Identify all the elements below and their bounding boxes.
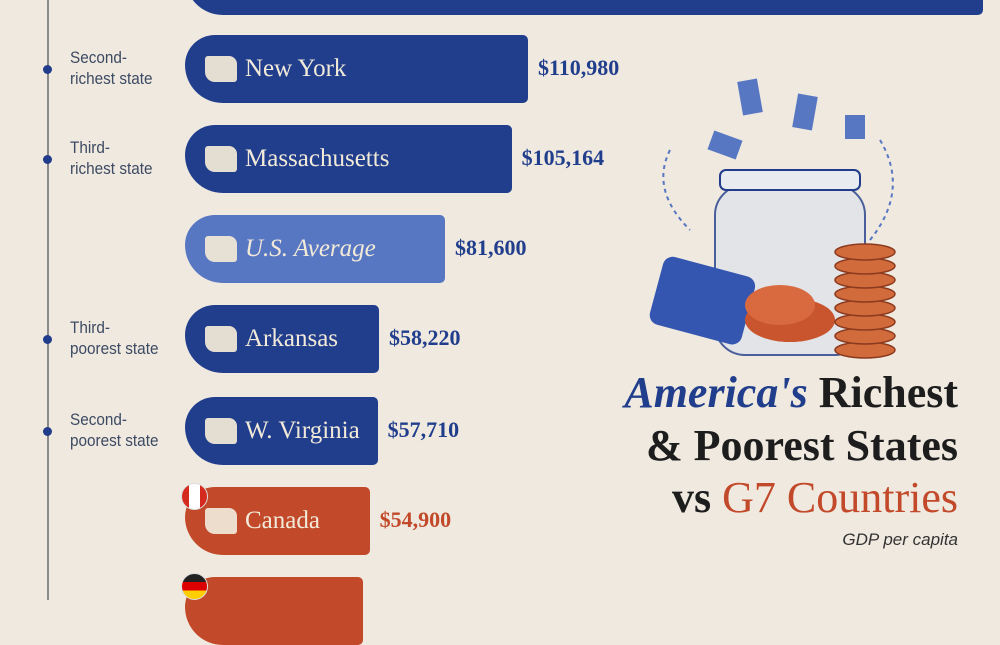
bar: [185, 0, 983, 15]
value-label: $81,600: [455, 235, 527, 260]
category-label: Second-poorest state: [70, 410, 159, 450]
bar-label: W. Virginia: [245, 417, 360, 444]
bar: Arkansas: [185, 305, 379, 373]
title-g7: G7 Countries: [722, 473, 958, 522]
bar-label: Canada: [245, 507, 320, 534]
bar-label: U.S. Average: [245, 235, 376, 262]
canada-flag-icon: [181, 483, 208, 510]
state-map-icon: [205, 56, 237, 82]
money-jar-illustration: [630, 70, 930, 360]
title-line-1: America's Richest: [624, 367, 958, 418]
germany-flag-icon: [181, 573, 208, 600]
value-label: $110,980: [538, 55, 620, 80]
title-line-3: vs G7 Countries: [672, 472, 958, 523]
bar: New York: [185, 35, 528, 103]
state-map-icon: [205, 418, 237, 444]
state-map-icon: [205, 236, 237, 262]
value-label: $58,220: [389, 325, 461, 350]
country-map-icon: [205, 508, 237, 534]
title-line-2: & Poorest States: [646, 421, 958, 470]
axis-dot: [43, 155, 52, 164]
category-label: Second-richest state: [70, 48, 153, 88]
bar: W. Virginia: [185, 397, 378, 465]
title-rest: Richest: [807, 368, 958, 417]
state-map-icon: [205, 326, 237, 352]
axis-dot: [43, 65, 52, 74]
bar: Massachusetts: [185, 125, 512, 193]
title-vs: vs: [671, 473, 723, 522]
bar-label: New York: [245, 55, 347, 82]
state-map-icon: [205, 146, 237, 172]
title-accent: America's: [624, 368, 808, 417]
bar: Canada: [185, 487, 370, 555]
category-label: Third-richest state: [70, 138, 153, 178]
axis-dot: [43, 427, 52, 436]
category-label: Third-poorest state: [70, 318, 159, 358]
axis-dot: [43, 335, 52, 344]
subtitle: GDP per capita: [842, 530, 958, 549]
value-label: $54,900: [379, 507, 452, 532]
bar-label: Massachusetts: [245, 145, 390, 172]
value-label: $57,710: [387, 417, 460, 442]
bar: [185, 577, 364, 645]
timeline-axis: [47, 0, 49, 600]
bar-label: Arkansas: [245, 325, 339, 352]
value-label: $105,164: [521, 145, 605, 170]
bar: U.S. Average: [185, 215, 446, 283]
